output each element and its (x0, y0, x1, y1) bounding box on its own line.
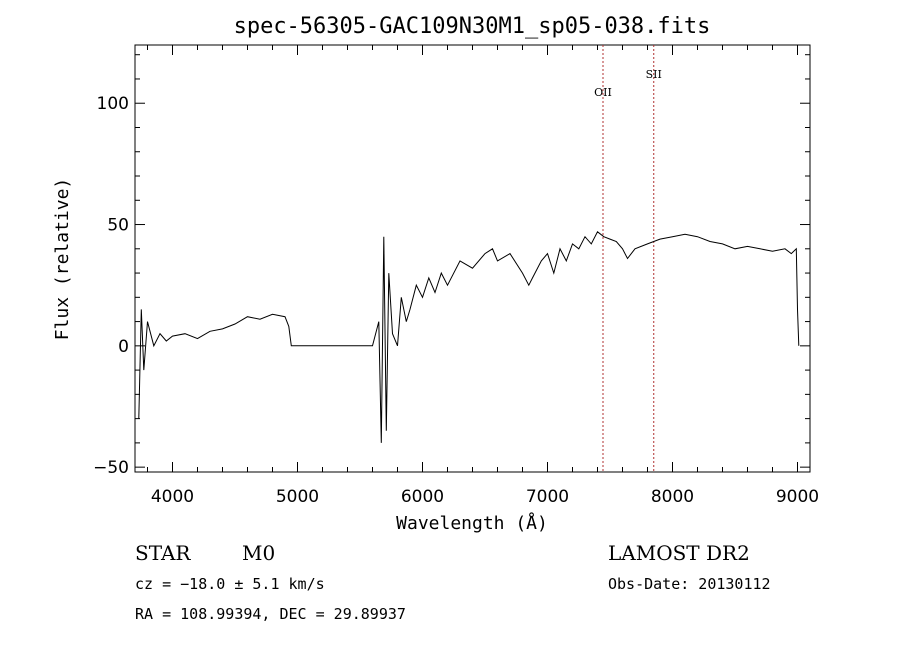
x-tick-label: 6000 (401, 487, 444, 507)
redshift-readout: cz = −18.0 ± 5.1 km/s (135, 575, 325, 593)
y-tick-label: 0 (118, 337, 129, 357)
observation-date: Obs-Date: 20130112 (608, 575, 771, 593)
line-annotations: OII SII (594, 45, 662, 472)
annotation-label: SII (646, 68, 662, 81)
x-axis-label: Wavelength (Å) (396, 512, 548, 534)
y-axis: −50 0 50 100 (93, 54, 810, 478)
object-class: STAR (135, 541, 191, 565)
x-axis: 4000 5000 6000 7000 8000 9000 (147, 45, 819, 507)
plot-frame (134, 44, 811, 473)
annotation-label: OII (594, 86, 612, 99)
x-tick-label: 8000 (651, 487, 694, 507)
spectrum-line (138, 231, 800, 443)
y-axis-label: Flux (relative) (52, 178, 73, 341)
chart-title: spec-56305-GAC109N30M1_sp05-038.fits (234, 14, 711, 39)
survey-name: LAMOST DR2 (608, 541, 750, 565)
coordinates-readout: RA = 108.99394, DEC = 29.89937 (135, 605, 406, 623)
y-tick-label: −50 (93, 458, 129, 478)
x-tick-label: 4000 (151, 487, 194, 507)
x-tick-label: 7000 (526, 487, 569, 507)
x-tick-label: 9000 (776, 487, 819, 507)
y-tick-label: 100 (97, 94, 129, 114)
x-tick-label: 5000 (276, 487, 319, 507)
object-subclass: M0 (242, 541, 275, 565)
y-tick-label: 50 (107, 216, 129, 236)
